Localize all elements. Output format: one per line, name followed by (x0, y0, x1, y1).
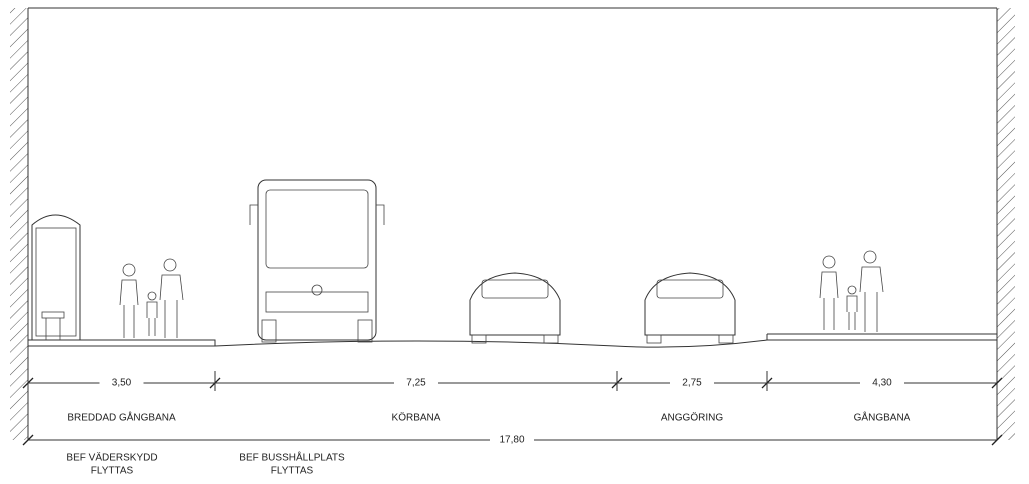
car-2 (644, 272, 736, 344)
dim-tick (991, 434, 1003, 446)
note: FLYTTAS (91, 466, 134, 477)
ground (28, 333, 997, 348)
dim-tick (22, 434, 34, 446)
dim-value: 3,50 (112, 378, 132, 389)
section-name: KÖRBANA (392, 412, 441, 424)
dim-tick (991, 377, 1003, 389)
bus (249, 179, 385, 343)
pedestrians-right (819, 250, 884, 332)
car-1 (469, 272, 561, 344)
pedestrians-left (119, 258, 184, 338)
note: FLYTTAS (271, 466, 314, 477)
dim-value: 4,30 (872, 378, 892, 389)
note: BEF BUSSHÅLLPLATS (239, 451, 345, 464)
dim-value: 7,25 (406, 378, 426, 389)
section-name: GÅNGBANA (854, 411, 911, 424)
section-name: ANGGÖRING (661, 412, 723, 424)
shelter (31, 214, 81, 340)
note: BEF VÄDERSKYDD (66, 452, 157, 464)
section-name: BREDDAD GÅNGBANA (67, 411, 176, 424)
dim-value: 2,75 (682, 378, 702, 389)
total-value: 17,80 (499, 435, 524, 446)
dimensions: 3,50 BREDDAD GÅNGBANA 7,25 KÖRBANA 2,75 ANGGÖ… (22, 371, 1003, 477)
frame (10, 7, 1015, 440)
